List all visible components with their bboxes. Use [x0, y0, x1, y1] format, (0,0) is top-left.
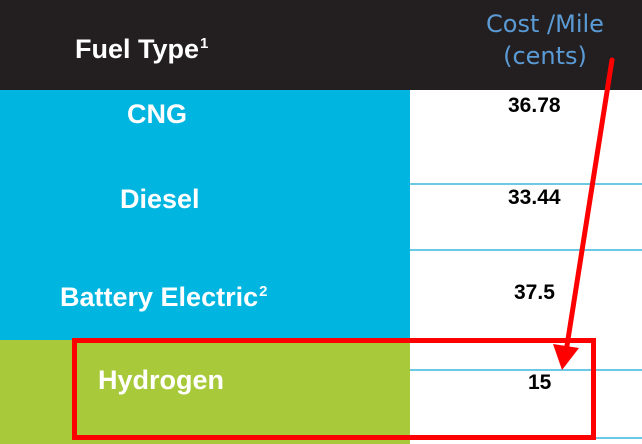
- hydrogen-row-background: [0, 340, 410, 444]
- arrow-shaft: [563, 57, 615, 355]
- row-divider: [410, 369, 642, 371]
- fuel-label-battery-electric: Battery Electric2: [60, 276, 267, 313]
- cost-value-hydrogen: 15: [528, 371, 552, 394]
- cost-header-line2: (cents): [503, 42, 587, 70]
- fuel-label-hydrogen: Hydrogen: [98, 365, 225, 395]
- cost-per-mile-header: Cost /Mile (cents): [470, 8, 620, 72]
- battery-electric-label-text: Battery Electric: [60, 282, 259, 312]
- cost-value-battery-electric: 37.5: [514, 281, 555, 304]
- cost-value-diesel: 33.44: [508, 186, 561, 209]
- fuel-label-cng: CNG: [127, 99, 187, 129]
- battery-electric-footnote-marker: 2: [259, 283, 268, 300]
- cost-value-cng: 36.78: [508, 94, 561, 117]
- table-header: [0, 0, 642, 90]
- fuel-label-diesel: Diesel: [120, 184, 200, 214]
- fuel-type-column: [0, 90, 410, 340]
- fuel-type-footnote-marker: 1: [200, 35, 209, 52]
- hydrogen-highlight-box: [72, 338, 596, 440]
- row-divider: [410, 183, 642, 185]
- fuel-type-header-label: Fuel Type: [75, 34, 200, 64]
- cost-header-line1: Cost /Mile: [486, 10, 604, 38]
- row-divider: [410, 249, 642, 251]
- fuel-type-header: Fuel Type1: [75, 22, 208, 71]
